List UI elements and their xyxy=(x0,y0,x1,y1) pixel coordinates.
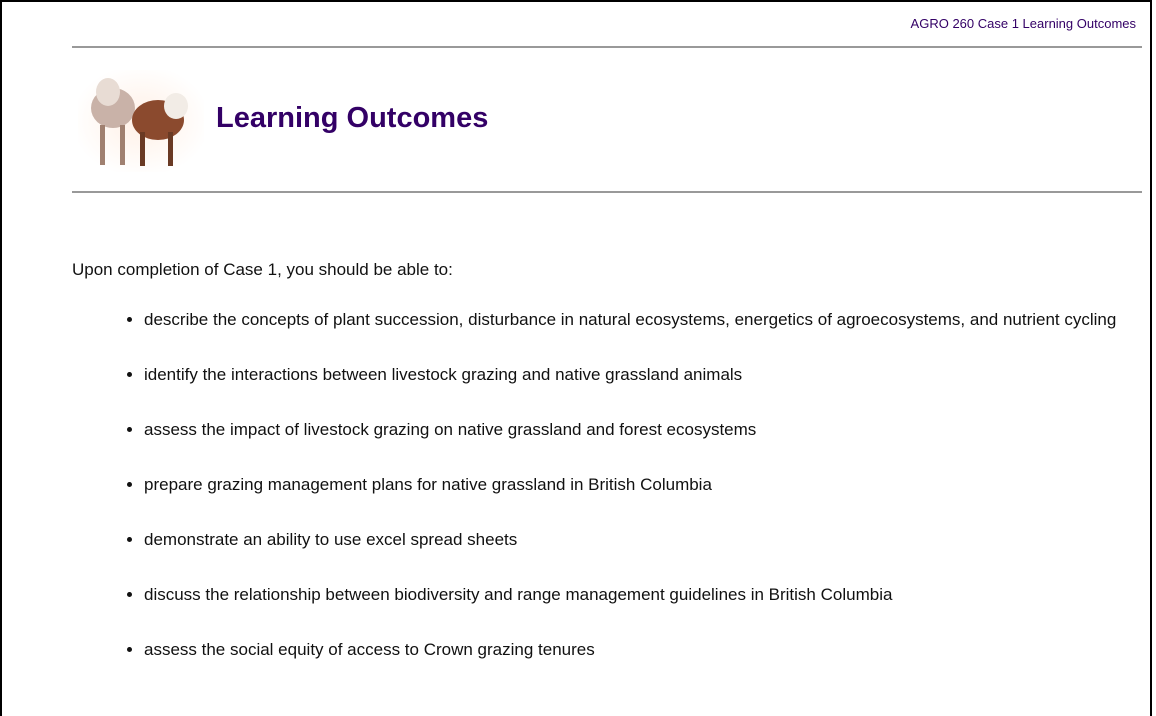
cattle-image xyxy=(78,70,204,172)
page: AGRO 260 Case 1 Learning Outcomes Learni… xyxy=(0,0,1152,716)
breadcrumb: AGRO 260 Case 1 Learning Outcomes xyxy=(911,16,1136,31)
page-title: Learning Outcomes xyxy=(216,102,488,135)
outcome-list: describe the concepts of plant successio… xyxy=(118,307,1154,692)
outcome-item: assess the social equity of access to Cr… xyxy=(144,637,1154,662)
outcome-item: assess the impact of livestock grazing o… xyxy=(144,417,1154,442)
outcome-item: discuss the relationship between biodive… xyxy=(144,582,1154,607)
outcome-item: demonstrate an ability to use excel spre… xyxy=(144,527,1154,552)
outcome-item: prepare grazing management plans for nat… xyxy=(144,472,1154,497)
divider xyxy=(72,191,1142,193)
intro-text: Upon completion of Case 1, you should be… xyxy=(72,260,453,280)
divider xyxy=(72,46,1142,48)
outcome-item: identify the interactions between livest… xyxy=(144,362,1154,387)
outcome-item: describe the concepts of plant successio… xyxy=(144,307,1154,332)
